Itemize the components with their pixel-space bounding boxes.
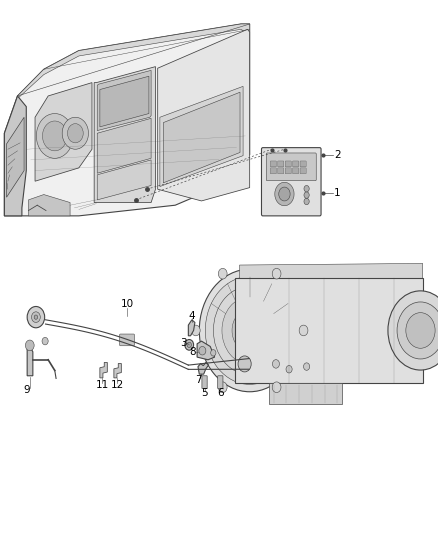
Polygon shape xyxy=(4,96,26,216)
Text: 11: 11 xyxy=(95,380,109,390)
Polygon shape xyxy=(160,86,243,187)
Polygon shape xyxy=(198,362,208,374)
Circle shape xyxy=(304,192,309,198)
FancyBboxPatch shape xyxy=(278,161,284,167)
FancyBboxPatch shape xyxy=(285,161,291,167)
Text: 10: 10 xyxy=(120,299,134,309)
Circle shape xyxy=(187,342,191,348)
Polygon shape xyxy=(97,70,151,131)
Polygon shape xyxy=(240,263,423,278)
Circle shape xyxy=(62,117,88,149)
Text: 6: 6 xyxy=(217,389,224,398)
Polygon shape xyxy=(269,383,342,404)
Polygon shape xyxy=(94,67,155,203)
Text: 12: 12 xyxy=(111,380,124,390)
Polygon shape xyxy=(35,83,92,181)
Circle shape xyxy=(42,121,67,151)
Circle shape xyxy=(27,306,45,328)
Text: 5: 5 xyxy=(201,389,208,398)
Circle shape xyxy=(218,382,227,393)
Circle shape xyxy=(272,360,279,368)
Circle shape xyxy=(279,187,290,201)
Polygon shape xyxy=(114,364,121,378)
Text: 2: 2 xyxy=(334,150,340,159)
Polygon shape xyxy=(158,29,250,201)
Circle shape xyxy=(272,268,281,279)
Circle shape xyxy=(232,309,267,352)
Circle shape xyxy=(299,325,308,336)
Circle shape xyxy=(211,350,216,356)
FancyBboxPatch shape xyxy=(270,168,276,174)
Circle shape xyxy=(272,382,281,393)
Polygon shape xyxy=(18,24,250,99)
FancyBboxPatch shape xyxy=(285,168,291,174)
FancyBboxPatch shape xyxy=(120,334,134,346)
Circle shape xyxy=(191,325,200,336)
FancyBboxPatch shape xyxy=(270,161,276,167)
Circle shape xyxy=(222,297,277,364)
Polygon shape xyxy=(97,160,151,200)
Circle shape xyxy=(275,182,294,206)
FancyBboxPatch shape xyxy=(261,148,321,216)
Circle shape xyxy=(199,346,206,355)
Text: 9: 9 xyxy=(24,385,31,395)
Circle shape xyxy=(397,302,438,359)
Circle shape xyxy=(32,312,40,322)
FancyBboxPatch shape xyxy=(278,168,284,174)
Text: 3: 3 xyxy=(180,338,187,348)
Polygon shape xyxy=(28,195,70,216)
Polygon shape xyxy=(100,76,149,127)
Polygon shape xyxy=(27,346,33,376)
FancyBboxPatch shape xyxy=(300,161,306,167)
Polygon shape xyxy=(197,341,215,360)
Text: 8: 8 xyxy=(189,347,196,357)
Circle shape xyxy=(238,356,251,372)
Circle shape xyxy=(42,337,48,345)
Circle shape xyxy=(286,366,292,373)
Circle shape xyxy=(304,363,310,370)
Text: 7: 7 xyxy=(194,375,201,385)
Polygon shape xyxy=(163,92,240,183)
Circle shape xyxy=(406,313,435,348)
Circle shape xyxy=(25,340,34,351)
FancyBboxPatch shape xyxy=(218,376,223,389)
Polygon shape xyxy=(7,117,24,197)
Circle shape xyxy=(205,277,294,384)
Polygon shape xyxy=(4,24,250,216)
Circle shape xyxy=(388,291,438,370)
FancyBboxPatch shape xyxy=(202,376,207,389)
Circle shape xyxy=(304,185,309,192)
FancyBboxPatch shape xyxy=(293,161,299,167)
Circle shape xyxy=(36,114,73,158)
FancyBboxPatch shape xyxy=(266,153,316,181)
Circle shape xyxy=(199,269,300,392)
Circle shape xyxy=(218,268,227,279)
Circle shape xyxy=(67,124,83,143)
FancyBboxPatch shape xyxy=(300,168,306,174)
FancyBboxPatch shape xyxy=(293,168,299,174)
Circle shape xyxy=(239,358,250,370)
Polygon shape xyxy=(97,118,151,173)
Polygon shape xyxy=(188,320,195,336)
Text: 4: 4 xyxy=(188,311,195,320)
Circle shape xyxy=(34,315,38,319)
Text: 1: 1 xyxy=(334,188,340,198)
Circle shape xyxy=(304,198,309,205)
Polygon shape xyxy=(234,278,423,383)
Polygon shape xyxy=(100,362,107,378)
Circle shape xyxy=(185,340,194,350)
